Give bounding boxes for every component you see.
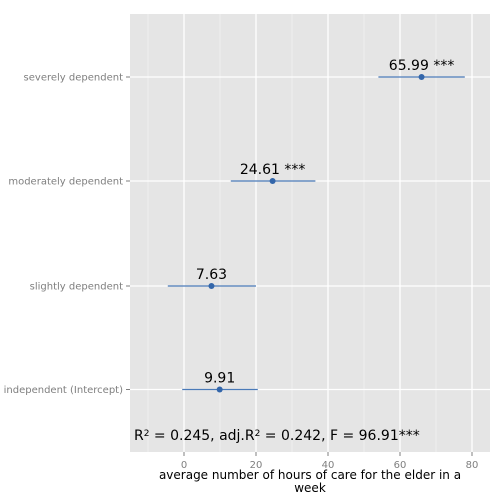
x-tick-label: 60	[394, 460, 407, 471]
x-tick-label: 0	[181, 460, 187, 471]
data-point	[208, 283, 215, 289]
data-label: 24.61 ***	[240, 162, 306, 178]
plot-panel	[130, 14, 490, 452]
y-tick-label: severely dependent	[24, 73, 124, 84]
data-point	[216, 386, 223, 393]
x-axis-label: average number of hours of care for the …	[158, 468, 462, 495]
y-tick-label: independent (Intercept)	[4, 385, 123, 396]
y-tick-label: moderately dependent	[8, 177, 123, 188]
data-label: 7.63	[196, 267, 227, 283]
data-label: 65.99 ***	[389, 58, 455, 74]
data-point	[269, 178, 276, 184]
x-tick-label: 80	[466, 460, 479, 471]
data-point	[418, 74, 425, 80]
data-label: 9.91	[204, 371, 235, 387]
y-tick-label: slightly dependent	[30, 282, 123, 293]
x-tick-label: 20	[250, 460, 263, 471]
fit-statistics-annotation: R2 = 0.245, adj.R2 = 0.242, F = 96.91***	[134, 428, 420, 444]
x-tick-label: 40	[322, 460, 335, 471]
